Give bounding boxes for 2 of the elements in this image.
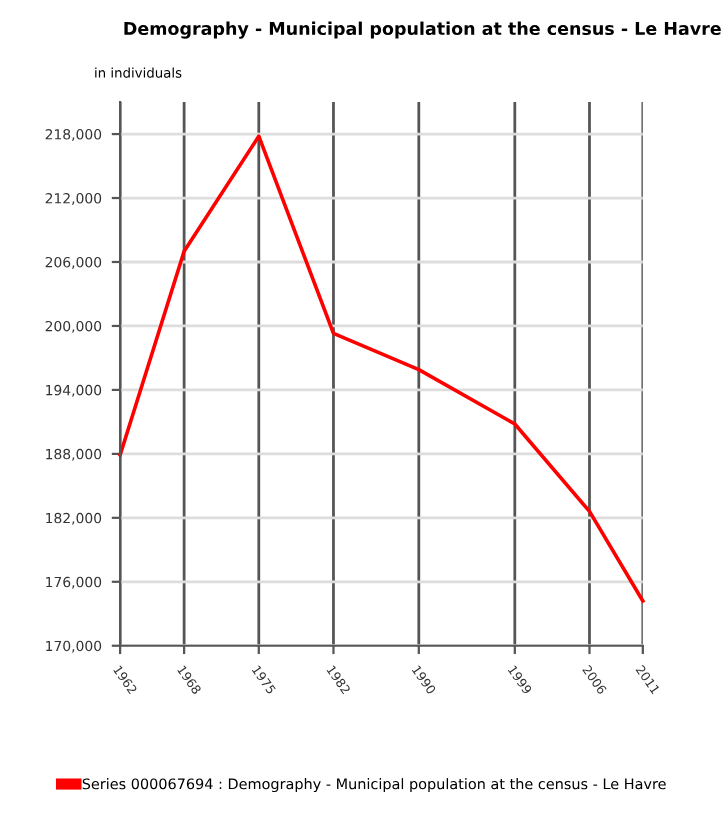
- line-series: [118, 134, 645, 603]
- chart-title: Demography - Municipal population at the census - Le Havre: [124, 21, 721, 39]
